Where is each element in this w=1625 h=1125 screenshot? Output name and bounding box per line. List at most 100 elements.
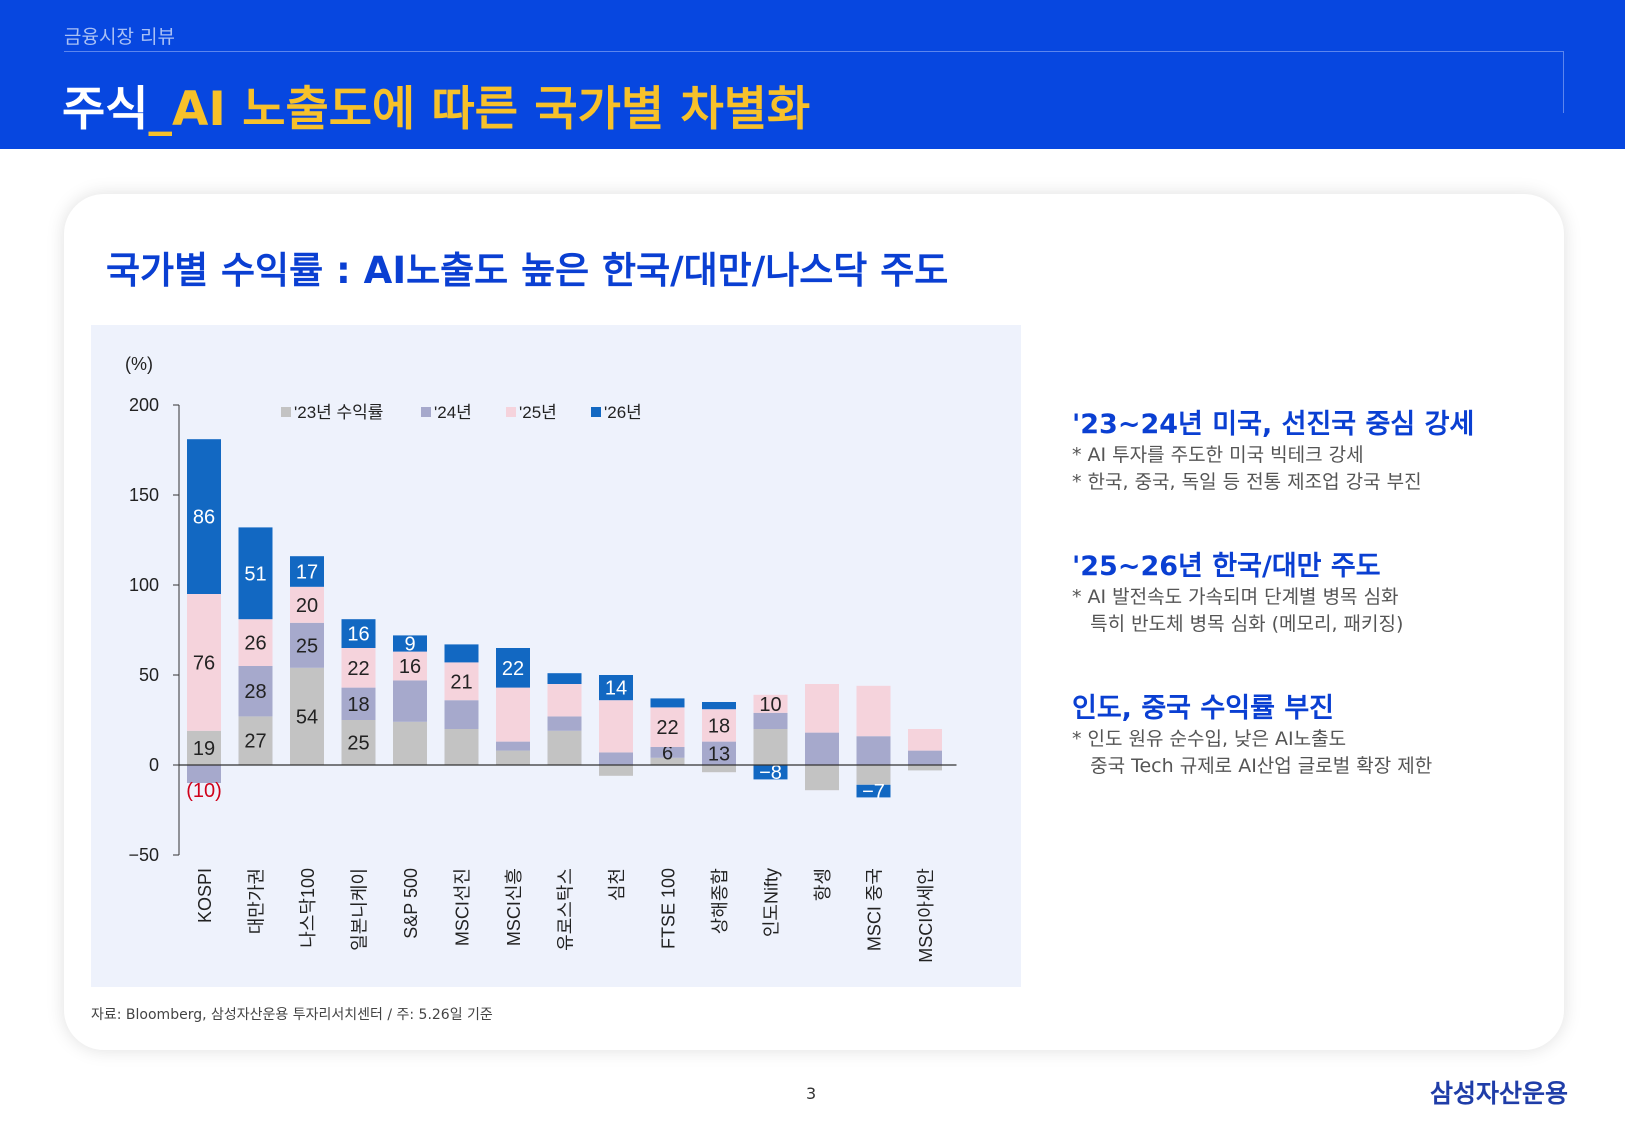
data-label-1-2: 27: [244, 731, 266, 753]
bar-3-15: [908, 729, 942, 751]
bar-2-2: [238, 666, 273, 717]
legend-label-4: '26년: [604, 403, 642, 422]
source-note: 자료: Bloomberg, 삼성자산운용 투자리서치센터 / 주: 5.26일…: [91, 1007, 493, 1023]
bar-1-4: [341, 720, 376, 765]
x-tick-label-3: 나스닥100: [298, 868, 318, 948]
bar-4-10: [650, 698, 685, 708]
bar-1-10: [650, 757, 685, 765]
bar-4-7: [496, 648, 530, 688]
bar-4-5: [393, 635, 427, 652]
x-tick-label-12: 인도Nifty: [762, 868, 782, 937]
bar-4-9: [599, 675, 633, 701]
header-bar: 금융시장 리뷰 주식_AI 노출도에 따른 국가별 차별화: [0, 0, 1625, 149]
bar-1-3: [290, 667, 324, 765]
legend-swatch-1: [281, 407, 291, 417]
x-tick-label-11: 상해종합: [710, 868, 730, 934]
page-title-white: 주식: [62, 82, 149, 137]
x-tick-label-2: 대만가권: [247, 868, 267, 934]
legend-label-3: '25년: [519, 403, 557, 422]
x-tick-label-7: MSCI신흥: [504, 868, 524, 946]
side-heading-1: '23~24년 미국, 선진국 중심 강세: [1072, 409, 1475, 440]
y-unit-label: (%): [125, 354, 153, 374]
bar-1-13: [805, 765, 839, 791]
bar-1-14: [856, 765, 891, 785]
bar-4-14: [856, 784, 891, 798]
x-tick-label-5: S&P 500: [401, 868, 421, 939]
x-tick-label-14: MSCI 중국: [865, 868, 885, 951]
bar-3-6: [444, 662, 479, 701]
data-label-4-14: −7: [862, 781, 885, 803]
card-title: 국가별 수익률 : AI노출도 높은 한국/대만/나스닥 주도: [106, 249, 949, 292]
data-label-4-1: 86: [193, 507, 215, 529]
side-line-3-2: 중국 Tech 규제로 AI산업 글로벌 확장 제한: [1072, 755, 1433, 777]
y-tick-label-3: 100: [129, 575, 159, 595]
bar-2-8: [547, 716, 582, 731]
returns-chart: −50 0 50 100 150 200 (%) 19 (10) 76 86 KOSPI 27 28 26 5…: [125, 354, 957, 963]
x-tick-label-15: MSCI아세안: [916, 868, 936, 963]
bar-2-13: [805, 732, 839, 765]
y-tick-label-1: 0: [149, 755, 159, 775]
side-line-2-1: * AI 발전속도 가속되며 단계별 병목 심화: [1072, 586, 1399, 608]
page-title: 주식_AI 노출도에 따른 국가별 차별화: [62, 70, 810, 139]
bar-2-3: [290, 622, 324, 668]
x-tick-label-4: 일본니케이: [350, 868, 370, 951]
bar-4-6: [444, 644, 479, 663]
side-line-2-2: 특히 반도체 병목 심화 (메모리, 패키징): [1072, 613, 1404, 635]
bar-4-8: [547, 673, 582, 684]
data-label-2-1: (10): [186, 780, 222, 802]
x-tick-label-1: KOSPI: [195, 868, 215, 923]
bar-4-4: [341, 619, 376, 648]
bar-1-1: [187, 730, 221, 765]
data-label-3-1: 76: [193, 652, 215, 674]
bar-1-15: [908, 765, 942, 771]
y-tick-label-5: 200: [129, 395, 159, 415]
bar-2-9: [599, 752, 633, 765]
bar-2-14: [856, 736, 891, 765]
page-number: 3: [806, 1084, 817, 1103]
header-divider: [64, 51, 1563, 52]
bar-2-11: [702, 741, 736, 765]
bar-1-6: [444, 729, 479, 765]
side-line-1-2: * 한국, 중국, 독일 등 전통 제조업 강국 부진: [1072, 471, 1422, 493]
bar-1-5: [393, 721, 427, 765]
data-label-4-9: 14: [605, 678, 627, 700]
legend-swatch-4: [591, 407, 601, 417]
data-label-3-3: 20: [296, 595, 318, 617]
data-label-2-2: 28: [244, 681, 266, 703]
bar-3-7: [496, 687, 530, 742]
side-heading-3: 인도, 중국 수익률 부진: [1072, 693, 1335, 724]
bar-1-8: [547, 730, 582, 765]
bar-3-9: [599, 700, 633, 753]
bar-3-8: [547, 684, 582, 717]
data-label-3-6: 21: [450, 671, 472, 693]
data-label-4-7: 22: [502, 658, 524, 680]
side-block-1: '23~24년 미국, 선진국 중심 강세 * AI 투자를 주도한 미국 빅테…: [1072, 402, 1572, 495]
side-heading-2: '25~26년 한국/대만 주도: [1072, 551, 1381, 582]
x-tick-label-6: MSCI선진: [453, 868, 473, 946]
legend-swatch-3: [506, 407, 516, 417]
section-label: 금융시장 리뷰: [64, 26, 175, 48]
data-label-2-10: 6: [662, 742, 673, 764]
data-label-3-12: 10: [759, 694, 781, 716]
side-line-1-1: * AI 투자를 주도한 미국 빅테크 강세: [1072, 444, 1364, 466]
y-tick-label-2: 50: [139, 665, 159, 685]
data-label-3-4: 22: [347, 658, 369, 680]
data-label-4-4: 16: [347, 624, 369, 646]
bar-3-2: [238, 619, 273, 666]
data-label-4-2: 51: [244, 563, 266, 585]
data-label-4-12: −8: [759, 762, 782, 784]
page-title-yellow: _AI 노출도에 따른 국가별 차별화: [148, 82, 811, 137]
y-tick-label-4: 150: [129, 485, 159, 505]
bar-1-12: [753, 729, 788, 765]
legend-label-2: '24년: [434, 403, 472, 422]
data-label-2-4: 18: [347, 694, 369, 716]
data-label-2-3: 25: [296, 635, 318, 657]
bar-1-9: [599, 765, 633, 776]
data-label-3-11: 18: [708, 715, 730, 737]
bar-2-10: [650, 747, 685, 758]
x-tick-label-10: FTSE 100: [659, 868, 679, 949]
data-label-4-3: 17: [296, 562, 318, 584]
x-tick-label-8: 유로스탁스: [556, 868, 576, 951]
data-label-1-1: 19: [193, 738, 215, 760]
data-label-4-5: 9: [404, 634, 415, 656]
